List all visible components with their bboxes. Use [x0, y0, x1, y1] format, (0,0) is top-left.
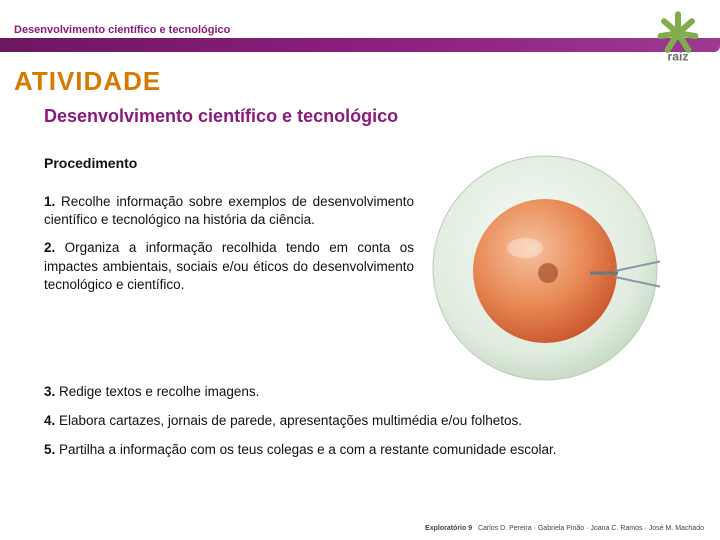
- brand-logo: raiz: [652, 10, 704, 62]
- item-text: Partilha a informação com os teus colega…: [59, 442, 557, 457]
- item-number: 2.: [44, 240, 55, 255]
- item-number: 3.: [44, 384, 55, 399]
- activity-heading: ATIVIDADE: [14, 66, 161, 97]
- footer-credits: Exploratório 9 Carlos D. Pereira · Gabri…: [0, 525, 720, 532]
- asterisk-icon: [661, 14, 696, 50]
- procedure-fullwidth: 3. Redige textos e recolhe imagens. 4. E…: [44, 383, 684, 460]
- list-item: 4. Elabora cartazes, jornais de parede, …: [44, 412, 684, 431]
- item-text: Recolhe informação sobre exemplos de des…: [44, 194, 414, 227]
- footer-authors: Carlos D. Pereira · Gabriela Pinão · Joa…: [478, 525, 704, 532]
- header-brand-bar: [0, 38, 720, 52]
- cell-illustration: [430, 153, 660, 383]
- item-text: Elabora cartazes, jornais de parede, apr…: [59, 413, 522, 428]
- item-text: Organiza a informação recolhida tendo em…: [44, 240, 414, 291]
- list-item: 3. Redige textos e recolhe imagens.: [44, 383, 684, 402]
- footer-book: Exploratório 9: [425, 525, 472, 532]
- list-item: 1. Recolhe informação sobre exemplos de …: [44, 193, 414, 229]
- item-text: Redige textos e recolhe imagens.: [59, 384, 259, 399]
- brand-text: raiz: [668, 49, 689, 62]
- item-number: 1.: [44, 194, 55, 209]
- list-item: 5. Partilha a informação com os teus col…: [44, 441, 684, 460]
- list-item: 2. Organiza a informação recolhida tendo…: [44, 239, 414, 294]
- item-number: 4.: [44, 413, 55, 428]
- procedure-column: 1. Recolhe informação sobre exemplos de …: [44, 193, 414, 383]
- content-area: Desenvolvimento científico e tecnológico…: [44, 106, 684, 470]
- page-title: Desenvolvimento científico e tecnológico: [44, 106, 684, 127]
- item-number: 5.: [44, 442, 55, 457]
- header-topline: Desenvolvimento científico e tecnológico: [14, 24, 230, 36]
